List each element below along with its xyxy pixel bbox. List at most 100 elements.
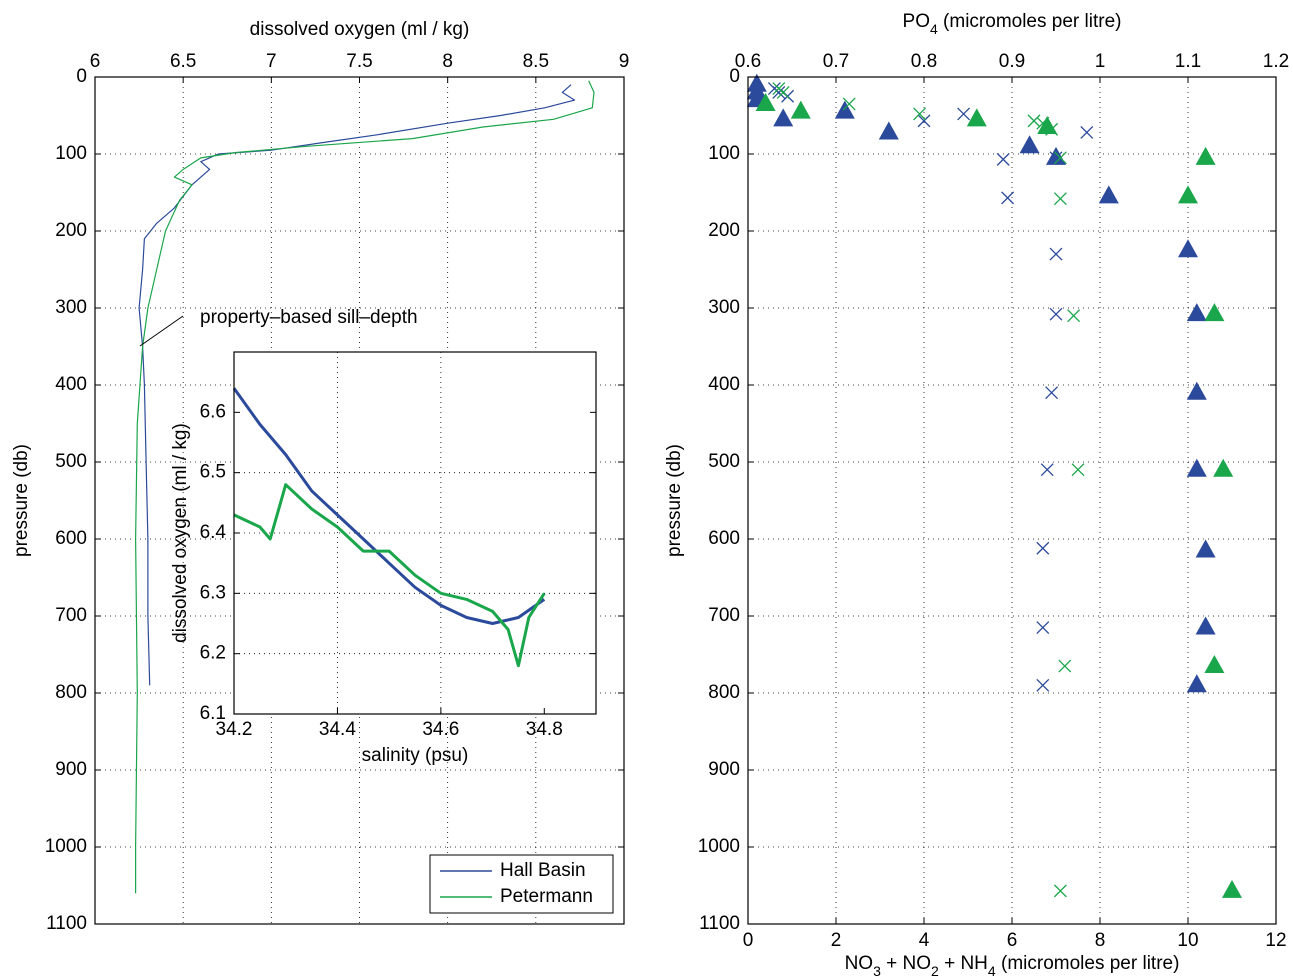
x-tick-label: 8.5 xyxy=(523,51,549,72)
cross-marker xyxy=(1071,463,1085,477)
x-tick-label: 0.7 xyxy=(823,51,849,72)
triangle-marker xyxy=(1178,239,1198,258)
cross-marker xyxy=(1080,125,1094,139)
y-axis-label: pressure (db) xyxy=(664,444,685,557)
x2-axis-label-part: + NO xyxy=(881,953,931,974)
triangle-marker xyxy=(878,121,899,140)
cross-marker xyxy=(1045,386,1059,400)
cross-marker xyxy=(1053,192,1067,206)
x-axis-label-part: PO xyxy=(903,11,930,32)
triangle-marker xyxy=(1195,539,1216,558)
plot-frame xyxy=(94,76,625,925)
cross-marker xyxy=(772,85,786,99)
triangle-marker xyxy=(1204,303,1225,322)
cross-marker xyxy=(996,152,1010,166)
cross-marker xyxy=(1027,114,1041,128)
x-tick-label: 34.4 xyxy=(319,719,356,740)
x-tick-label: 6 xyxy=(90,51,101,72)
cross-marker xyxy=(1040,463,1054,477)
triangle-marker xyxy=(1222,879,1242,898)
cross-marker xyxy=(1049,247,1063,261)
y-tick-label: 800 xyxy=(55,682,87,703)
x2-axis-label-part: + NH xyxy=(939,953,988,974)
y-tick-label: 6.3 xyxy=(200,582,226,603)
annotation: property–based sill–depth xyxy=(200,307,418,328)
y-tick-label: 400 xyxy=(708,374,740,395)
x-tick-label: 7 xyxy=(266,51,277,72)
x-tick-label: 1 xyxy=(1095,51,1106,72)
y-tick-label: 400 xyxy=(55,374,87,395)
cross-marker xyxy=(957,107,971,121)
x2-tick-label: 6 xyxy=(1007,930,1018,951)
y-tick-label: 0 xyxy=(76,66,87,87)
legend-label: Petermann xyxy=(500,886,593,907)
y-tick-label: 6.5 xyxy=(200,462,226,483)
x-tick-label: 0.9 xyxy=(999,51,1025,72)
y-tick-label: 1100 xyxy=(46,913,87,934)
triangle-marker xyxy=(1186,674,1207,693)
y-tick-label: 6.2 xyxy=(200,643,226,664)
x-tick-label: 34.8 xyxy=(526,719,563,740)
y-tick-label: 700 xyxy=(55,605,87,626)
x-tick-label: 34.6 xyxy=(422,719,459,740)
x-tick-label: 9 xyxy=(619,51,630,72)
y-tick-label: 500 xyxy=(708,451,740,472)
cross-marker xyxy=(1049,151,1063,165)
cross-marker xyxy=(1058,659,1072,673)
x-axis-label-part: 4 xyxy=(930,21,938,37)
y-axis-label: pressure (db) xyxy=(11,444,32,557)
x2-axis-label: NO3 + NO2 + NH4 (micromoles per litre) xyxy=(845,953,1180,979)
x2-tick-label: 4 xyxy=(919,930,930,951)
x-tick-label: 6.5 xyxy=(170,51,196,72)
x2-axis-label-part: NO xyxy=(845,953,874,974)
y-tick-label: 900 xyxy=(708,759,740,780)
y-tick-label: 600 xyxy=(55,528,87,549)
y-tick-label: 600 xyxy=(708,528,740,549)
x2-tick-label: 8 xyxy=(1095,930,1106,951)
cross-marker xyxy=(913,107,927,121)
x-axis-label: dissolved oxygen (ml / kg) xyxy=(250,19,470,40)
annotation-leader xyxy=(139,315,184,347)
triangle-marker xyxy=(1195,146,1216,165)
triangle-marker xyxy=(1098,185,1119,204)
series-line xyxy=(233,483,546,668)
x-tick-label: 0.8 xyxy=(911,51,937,72)
cross-marker xyxy=(776,85,790,99)
cross-marker xyxy=(842,97,856,111)
triangle-marker xyxy=(1178,185,1198,204)
y-tick-label: 1000 xyxy=(698,836,740,857)
x-tick-label: 1.1 xyxy=(1175,51,1201,72)
legend-box xyxy=(429,854,614,914)
triangle-marker xyxy=(1019,135,1040,154)
y-axis-label: dissolved oxygen (ml / kg) xyxy=(170,423,191,643)
triangle-marker xyxy=(966,108,987,127)
y-tick-label: 6.1 xyxy=(200,703,226,724)
triangle-marker xyxy=(773,108,794,127)
x2-tick-label: 10 xyxy=(1177,930,1198,951)
y-tick-label: 1100 xyxy=(699,913,740,934)
x2-axis-label-part: 3 xyxy=(873,963,881,979)
triangle-marker xyxy=(1213,458,1234,477)
x-axis-label-part: salinity (psu) xyxy=(362,745,469,766)
x2-axis-label-part: 2 xyxy=(931,963,939,979)
triangle-marker xyxy=(1046,146,1066,165)
series-line xyxy=(138,84,576,686)
x-tick-label: 7.5 xyxy=(346,51,372,72)
y-tick-label: 6.4 xyxy=(200,522,227,543)
y-tick-label: 6.6 xyxy=(200,401,226,422)
x-axis-label-part: (micromoles per litre) xyxy=(938,11,1122,32)
triangle-marker xyxy=(1195,616,1216,635)
x2-tick-label: 2 xyxy=(831,930,842,951)
y-tick-label: 200 xyxy=(708,220,740,241)
x-tick-label: 8 xyxy=(442,51,453,72)
series-line xyxy=(135,80,595,894)
x2-tick-label: 12 xyxy=(1265,930,1286,951)
y-tick-label: 200 xyxy=(55,220,87,241)
x-tick-label: 34.2 xyxy=(216,719,253,740)
y-tick-label: 500 xyxy=(55,451,87,472)
triangle-marker xyxy=(1186,381,1207,400)
cross-marker xyxy=(1053,151,1067,165)
x2-axis-label-part: 4 xyxy=(988,963,996,979)
triangle-marker xyxy=(790,100,811,119)
y-tick-label: 0 xyxy=(729,66,740,87)
